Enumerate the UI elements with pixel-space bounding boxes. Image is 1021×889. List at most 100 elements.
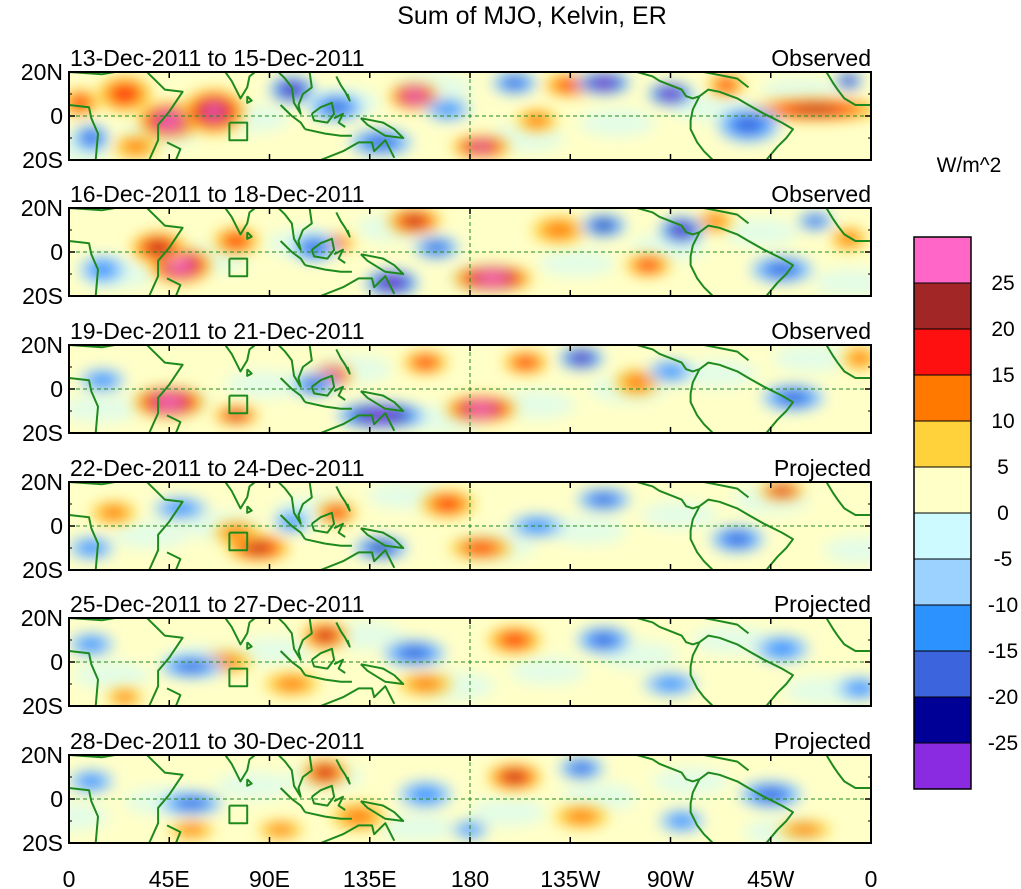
coastline: [228, 531, 249, 552]
anomaly-contour: [426, 242, 447, 253]
anomaly-contour: [400, 647, 429, 660]
y-tick-label: 0: [50, 649, 63, 675]
coastline: [166, 551, 182, 570]
background-band: [824, 536, 871, 565]
coastline: [360, 527, 405, 549]
colorbar-label: -10: [988, 594, 1018, 617]
colorbar-swatch: [913, 650, 972, 698]
anomaly-contour: [482, 275, 502, 282]
anomaly-contour: [792, 105, 839, 114]
anomaly-contour: [434, 102, 462, 117]
coastline: [335, 485, 351, 512]
anomaly-contour: [768, 263, 796, 276]
background-band: [73, 661, 150, 690]
coastline: [320, 822, 396, 843]
panel-kind-label: Observed: [771, 318, 871, 344]
anomaly-contour: [77, 541, 105, 555]
colorbar-label: 5: [997, 456, 1009, 479]
coastline: [689, 641, 714, 706]
anomaly-contour: [558, 80, 583, 91]
coastline: [335, 758, 351, 785]
coastline: [689, 368, 714, 433]
background-band: [469, 798, 546, 827]
coastline: [360, 663, 405, 685]
coastline: [825, 72, 871, 106]
coastline: [224, 618, 313, 661]
panel-date-label: 28-Dec-2011 to 30-Dec-2011: [70, 728, 365, 754]
coastline: [228, 804, 249, 825]
anomaly-contour: [623, 374, 651, 391]
coastline: [689, 95, 714, 160]
panel-date-label: 22-Dec-2011 to 24-Dec-2011: [70, 455, 365, 481]
anomaly-contour: [177, 824, 206, 836]
background-band: [692, 626, 769, 654]
coastline: [166, 414, 182, 433]
background-band: [498, 390, 575, 419]
anomaly-contour: [656, 364, 685, 379]
anomaly-contour: [846, 681, 871, 696]
anomaly-contour: [787, 824, 821, 836]
x-tick-label: 90W: [647, 866, 695, 889]
anomaly-contour: [524, 113, 550, 128]
panel-3: 20N 0 20S 19-Dec-2011 to 21-Dec-2011 Observe…: [21, 318, 872, 446]
panel-kind-label: Observed: [771, 45, 871, 71]
background-band: [215, 771, 292, 800]
anomaly-contour: [122, 140, 150, 154]
coastline: [69, 104, 99, 160]
anomaly-contour: [317, 768, 333, 778]
anomaly-contour: [515, 357, 536, 368]
background-band: [812, 268, 871, 296]
panel-4: 20N 0 20S 22-Dec-2011 to 24-Dec-2011 Project…: [21, 455, 872, 583]
anomaly-contour: [665, 91, 676, 97]
coastline: [360, 253, 405, 275]
coastline: [703, 72, 750, 89]
anomaly-contour: [505, 772, 524, 782]
y-tick-label: 20S: [22, 693, 63, 719]
background-band: [378, 813, 455, 842]
coastline: [228, 257, 249, 278]
panel-date-label: 13-Dec-2011 to 15-Dec-2011: [70, 45, 365, 71]
coastline: [360, 390, 405, 412]
coastline: [246, 95, 253, 104]
coastline: [279, 240, 306, 266]
anomaly-contour: [266, 824, 295, 836]
x-tick-label: 180: [451, 866, 489, 889]
anomaly-contour: [88, 261, 117, 278]
colorbar-label: -5: [994, 548, 1013, 571]
anomaly-contour: [160, 398, 178, 406]
coastline: [69, 514, 99, 570]
anomaly-contour: [595, 221, 612, 230]
anomaly-contour: [520, 519, 554, 533]
y-tick-label: 20N: [21, 195, 63, 221]
colorbar-label: -20: [988, 686, 1018, 709]
coastline: [279, 377, 306, 403]
coastline: [69, 345, 184, 433]
panel-kind-label: Projected: [774, 728, 871, 754]
panel-6: 20N 0 20S 28-Dec-2011 to 30-Dec-2011 Project…: [21, 728, 872, 856]
chart-title: Sum of MJO, Kelvin, ER: [397, 2, 667, 30]
coastline: [228, 394, 249, 415]
coastline: [636, 618, 700, 646]
map-panels: 20N 0 20S 13-Dec-2011 to 15-Dec-2011 Observe…: [21, 45, 872, 856]
coastline: [69, 755, 184, 843]
coastline: [636, 72, 700, 100]
panel-date-label: 16-Dec-2011 to 18-Dec-2011: [70, 181, 365, 207]
coastline: [825, 755, 871, 789]
coastline: [698, 771, 794, 843]
colorbar-swatch: [913, 558, 972, 606]
coastline: [246, 505, 253, 514]
y-tick-label: 20S: [22, 557, 63, 583]
y-tick-label: 0: [50, 103, 63, 129]
anomaly-contour: [88, 373, 117, 387]
anomaly-contour: [247, 543, 270, 553]
coastline: [246, 368, 253, 377]
coastline: [304, 264, 352, 273]
coastline: [310, 237, 336, 260]
anomaly-contour: [472, 405, 490, 412]
anomaly-contour: [408, 786, 442, 803]
coastline: [304, 811, 352, 820]
anomaly-contour: [467, 543, 496, 553]
y-tick-label: 20N: [21, 59, 63, 85]
background-band: [69, 802, 110, 831]
